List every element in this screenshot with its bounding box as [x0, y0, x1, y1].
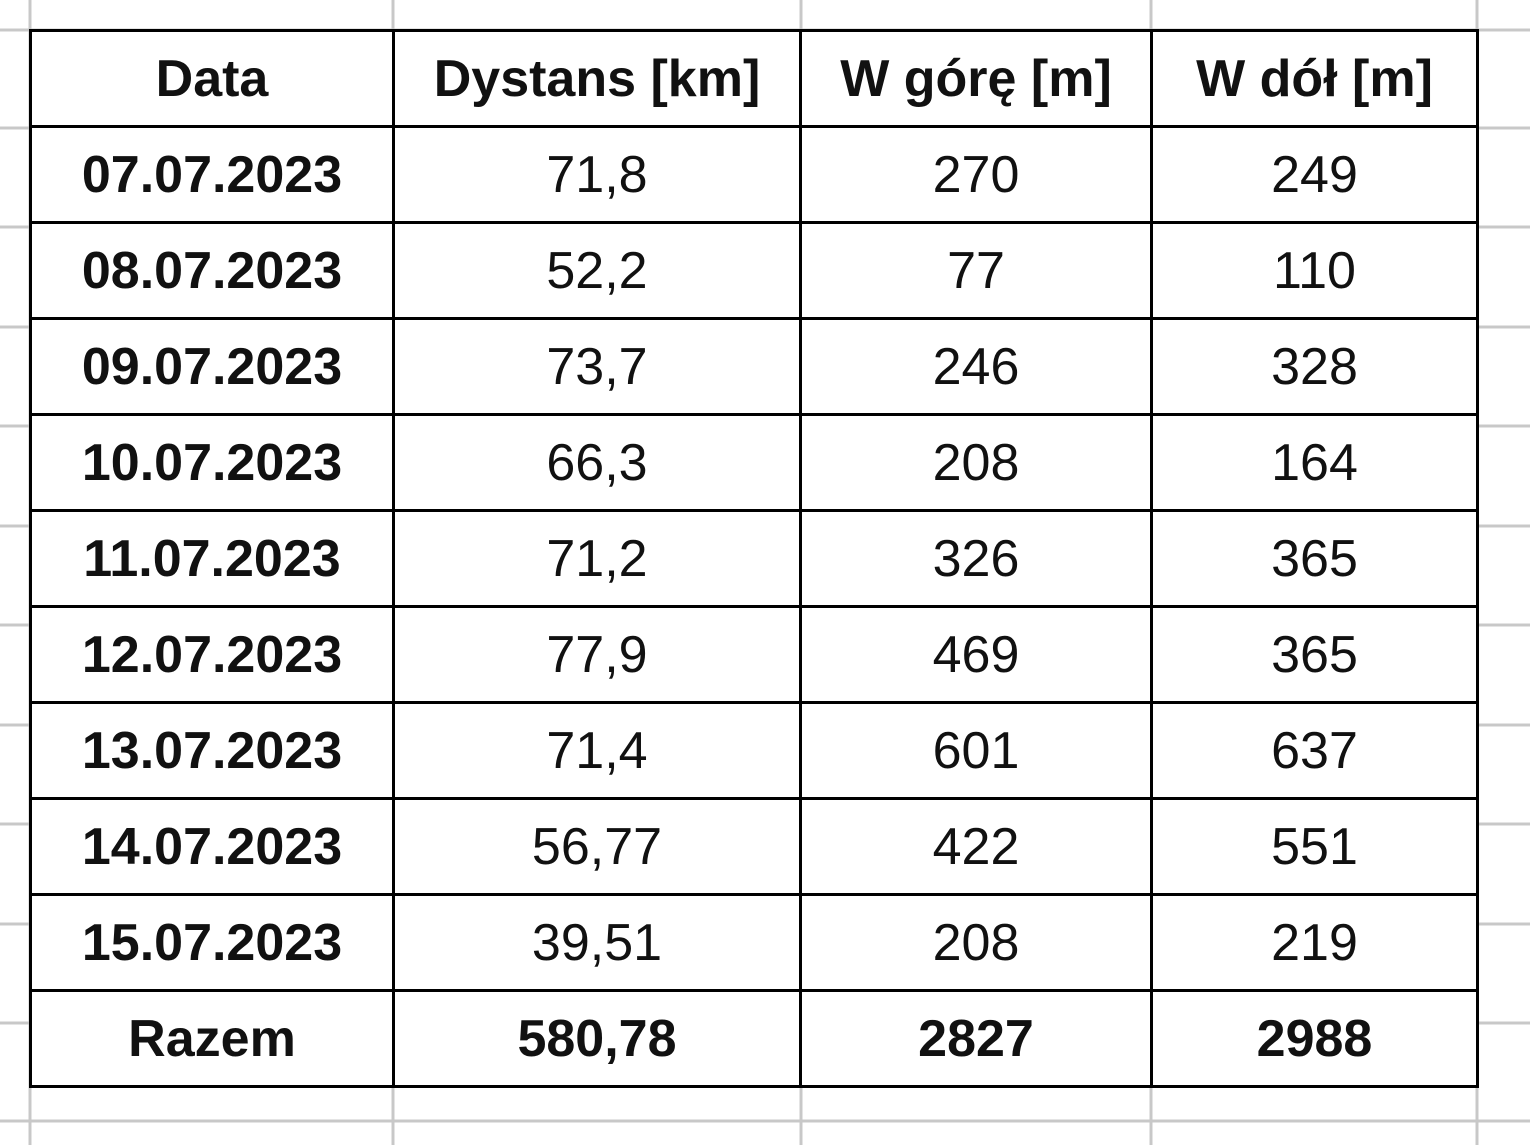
cell: 246: [799, 317, 1153, 416]
cell: 71,8: [392, 125, 802, 224]
cell: 110: [1150, 221, 1479, 320]
cell: 12.07.2023: [29, 605, 395, 704]
cell: 422: [799, 797, 1153, 896]
cell: 56,77: [392, 797, 802, 896]
cell: 580,78: [392, 989, 802, 1088]
cell: 164: [1150, 413, 1479, 512]
total-row: Razem 580,78 2827 2988: [29, 989, 1479, 1088]
cell: 66,3: [392, 413, 802, 512]
cell: Data: [29, 29, 395, 128]
cell: 365: [1150, 605, 1479, 704]
cell: Dystans [km]: [392, 29, 802, 128]
data-row: 10.07.2023 66,3 208 164: [29, 413, 1479, 512]
data-row: 13.07.2023 71,4 601 637: [29, 701, 1479, 800]
cell: Razem: [29, 989, 395, 1088]
cell: 09.07.2023: [29, 317, 395, 416]
cell: 11.07.2023: [29, 509, 395, 608]
cell: 08.07.2023: [29, 221, 395, 320]
cell: 469: [799, 605, 1153, 704]
cell: W górę [m]: [799, 29, 1153, 128]
cell: 10.07.2023: [29, 413, 395, 512]
cell: 328: [1150, 317, 1479, 416]
cell: 208: [799, 893, 1153, 992]
data-table: Data Dystans [km] W górę [m] W dół [m] 07.07…: [29, 29, 1479, 1088]
cell: 71,2: [392, 509, 802, 608]
cell: 219: [1150, 893, 1479, 992]
cell: 39,51: [392, 893, 802, 992]
cell: 77: [799, 221, 1153, 320]
cell: 07.07.2023: [29, 125, 395, 224]
cell: 637: [1150, 701, 1479, 800]
data-row: 12.07.2023 77,9 469 365: [29, 605, 1479, 704]
cell: 270: [799, 125, 1153, 224]
cell: 2827: [799, 989, 1153, 1088]
cell: 77,9: [392, 605, 802, 704]
cell: 73,7: [392, 317, 802, 416]
cell: 14.07.2023: [29, 797, 395, 896]
cell: 2988: [1150, 989, 1479, 1088]
data-row: 08.07.2023 52,2 77 110: [29, 221, 1479, 320]
cell: W dół [m]: [1150, 29, 1479, 128]
data-row: 14.07.2023 56,77 422 551: [29, 797, 1479, 896]
cell: 365: [1150, 509, 1479, 608]
cell: 601: [799, 701, 1153, 800]
cell: 551: [1150, 797, 1479, 896]
data-row: 07.07.2023 71,8 270 249: [29, 125, 1479, 224]
cell: 52,2: [392, 221, 802, 320]
data-row: 11.07.2023 71,2 326 365: [29, 509, 1479, 608]
cell: 71,4: [392, 701, 802, 800]
cell: 15.07.2023: [29, 893, 395, 992]
cell: 326: [799, 509, 1153, 608]
data-row: 15.07.2023 39,51 208 219: [29, 893, 1479, 992]
cell: 208: [799, 413, 1153, 512]
cell: 249: [1150, 125, 1479, 224]
header-row: Data Dystans [km] W górę [m] W dół [m]: [29, 29, 1479, 128]
cell: 13.07.2023: [29, 701, 395, 800]
data-row: 09.07.2023 73,7 246 328: [29, 317, 1479, 416]
